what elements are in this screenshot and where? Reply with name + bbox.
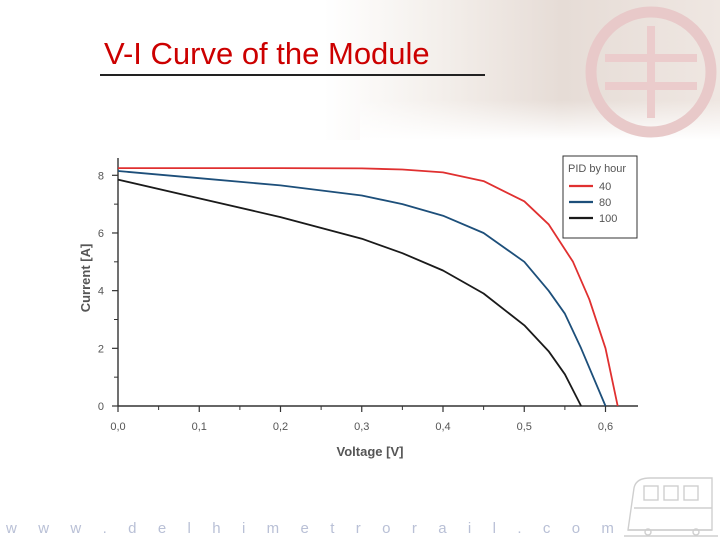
y-tick-label: 2 bbox=[98, 343, 104, 355]
legend-title: PID by hour bbox=[568, 163, 626, 175]
train-icon bbox=[624, 477, 718, 537]
slide-title: V-I Curve of the Module bbox=[104, 36, 430, 71]
x-axis-label: Voltage [V] bbox=[337, 444, 404, 459]
x-tick-label: 0,1 bbox=[192, 421, 207, 433]
title-underline bbox=[100, 74, 485, 76]
y-tick-label: 6 bbox=[98, 228, 104, 240]
x-tick-label: 0,4 bbox=[435, 421, 450, 433]
legend-label-80: 80 bbox=[599, 197, 611, 209]
footer-url: w w w . d e l h i m e t r o r a i l . c … bbox=[6, 520, 623, 537]
x-tick-label: 0,5 bbox=[517, 421, 532, 433]
y-axis-label: Current [A] bbox=[78, 244, 93, 313]
x-tick-label: 0,2 bbox=[273, 421, 288, 433]
y-tick-label: 8 bbox=[98, 170, 104, 182]
legend-label-100: 100 bbox=[599, 213, 617, 225]
series-line-40 bbox=[118, 167, 619, 407]
legend-box bbox=[562, 155, 638, 239]
x-tick-label: 0,0 bbox=[110, 421, 125, 433]
legend-label-40: 40 bbox=[599, 181, 611, 193]
dmrc-logo-watermark bbox=[585, 6, 717, 138]
series-line-80 bbox=[117, 170, 607, 407]
vi-curve-chart: 0,0 0,1 0,2 0,3 0,4 0,5 0,6 0 2 4 6 8 Voltage [V] Cur… bbox=[78, 155, 638, 459]
series-line-100 bbox=[117, 178, 582, 407]
x-tick-label: 0,3 bbox=[354, 421, 369, 433]
x-tick-label: 0,6 bbox=[598, 421, 613, 433]
y-tick-label: 4 bbox=[98, 286, 104, 298]
y-tick-label: 0 bbox=[98, 401, 104, 413]
